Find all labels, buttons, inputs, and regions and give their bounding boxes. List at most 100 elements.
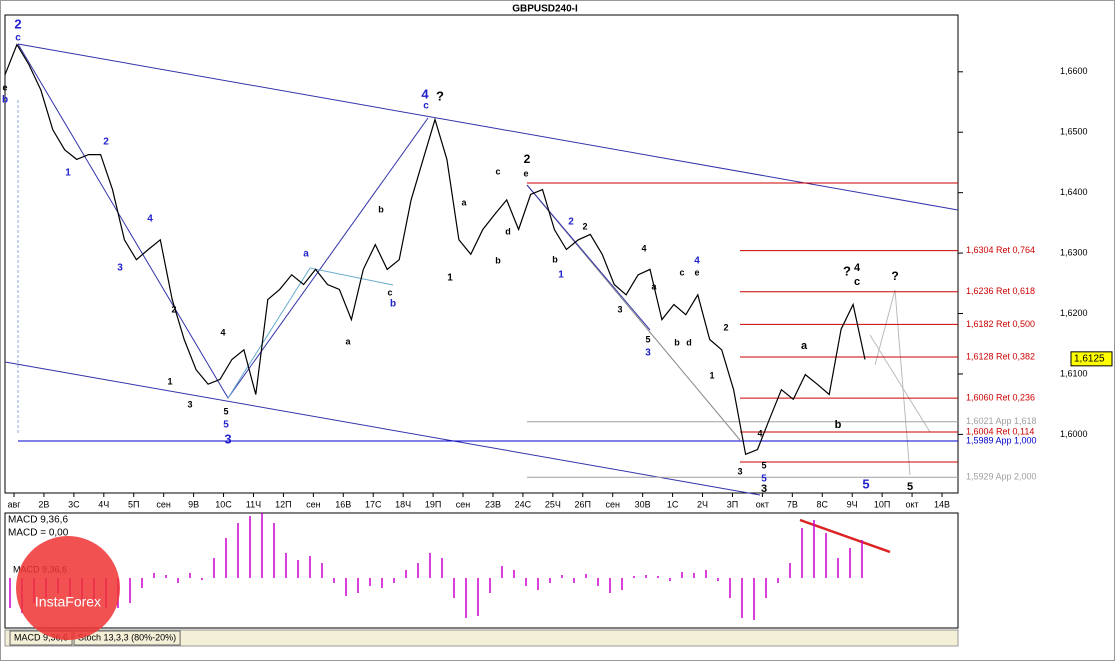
wave-label: 4	[694, 256, 700, 267]
x-tick-label: 2В	[38, 499, 49, 509]
wave-label: b	[2, 95, 8, 106]
projection-line	[874, 289, 911, 476]
x-tick-label: 2Ч	[697, 499, 708, 509]
wave-label: 2	[14, 16, 21, 31]
wave-label: 3	[645, 348, 651, 359]
wave-label: 4	[854, 262, 861, 274]
wave-label: 1	[167, 376, 172, 386]
y-tick-label: 1,6200	[1060, 308, 1088, 318]
wave-label: 5	[761, 460, 766, 470]
wave-label: b	[378, 204, 384, 214]
x-tick-label: 3С	[68, 499, 80, 509]
wave-label: c	[854, 276, 860, 288]
wave-label: b	[835, 419, 842, 431]
divergence-line	[799, 518, 891, 554]
wave-label: a	[345, 336, 351, 346]
wave-label: c	[495, 166, 500, 176]
wave-line	[526, 184, 651, 331]
x-tick-label: 26П	[575, 499, 591, 509]
tab-bar	[4, 629, 959, 647]
y-tick-label: 1,6000	[1060, 429, 1088, 439]
x-tick-label: сен	[456, 499, 471, 509]
wave-label: 2	[524, 152, 531, 166]
wave-label: 5	[907, 481, 913, 493]
wave-label: 4	[147, 214, 153, 225]
level-label: 1,6236 Ret 0,618	[966, 286, 1035, 296]
wave-label: 1	[447, 273, 453, 284]
x-tick-label: 7В	[787, 499, 798, 509]
wave-label: 5	[862, 476, 869, 491]
x-tick-label: 25Ч	[545, 499, 561, 509]
level-label: 1,5929 App 2,000	[966, 472, 1037, 482]
x-tick-label: 16В	[335, 499, 351, 509]
x-tick-label: 23В	[485, 499, 501, 509]
wave-label: e	[523, 168, 528, 178]
x-tick-label: 5П	[128, 499, 139, 509]
y-tick-label: 1,6500	[1060, 127, 1088, 137]
x-tick-label: 3П	[727, 499, 738, 509]
x-tick-label: 17С	[365, 499, 382, 509]
wave-label: 3	[761, 483, 767, 495]
x-tick-label: 19П	[425, 499, 441, 509]
wave-label: b	[674, 337, 680, 347]
wave-label: 3	[224, 431, 231, 446]
wave-label: ?	[843, 263, 851, 278]
wave-label: 5	[223, 420, 229, 431]
indicator-tab[interactable]: Stoch 13,3,3 (80%-20%)	[78, 632, 176, 642]
wave-label: d	[686, 337, 692, 347]
watermark-text: InstaForex	[35, 594, 101, 610]
x-tick-label: 10С	[215, 499, 232, 509]
channel-lines	[4, 43, 959, 554]
x-tick-label: авг	[7, 499, 21, 509]
wave-label: c	[423, 101, 429, 112]
level-label: 1,6182 Ret 0,500	[966, 319, 1035, 329]
projection-line	[869, 334, 931, 433]
wave-label: ?	[436, 88, 444, 103]
wave-label: ?	[891, 269, 898, 283]
x-tick-label: окт	[905, 499, 918, 509]
x-tick-label: 9Ч	[847, 499, 858, 509]
y-tick-label: 1,6100	[1060, 368, 1088, 378]
price-tag-label: 1,6125	[1074, 353, 1105, 364]
wave-label: b	[390, 299, 396, 310]
wave-label: a	[303, 249, 309, 260]
price-tag	[1070, 351, 1113, 367]
macd-frame	[4, 512, 959, 629]
wave-label: 5	[223, 406, 228, 416]
wave-label: e	[2, 82, 7, 92]
wave-label: 3	[617, 304, 622, 314]
wave-label: 1	[709, 370, 714, 380]
channel-line	[17, 43, 959, 211]
wave-label: 1	[558, 270, 564, 281]
wave-label: d	[505, 226, 511, 236]
x-tick-label: 14В	[934, 499, 950, 509]
level-label: 1,6128 Ret 0,382	[966, 351, 1035, 361]
x-tick-label: 10П	[874, 499, 890, 509]
wave-label: 3	[187, 399, 192, 409]
x-tick-label: 24С	[515, 499, 532, 509]
x-tick-label: 4Ч	[98, 499, 109, 509]
wave-label: 2	[723, 322, 728, 332]
level-label: 1,5989 App 1,000	[966, 435, 1037, 445]
level-label: 1,6304 Ret 0,764	[966, 245, 1035, 255]
wave-label: c	[15, 33, 21, 44]
wave-label: 4	[641, 243, 646, 253]
wave-label: 4	[757, 428, 762, 438]
x-tick-label: сен	[306, 499, 321, 509]
x-tick-label: 8С	[817, 499, 829, 509]
x-tick-label: 12П	[275, 499, 291, 509]
wave-label: 4	[421, 86, 429, 101]
level-label: 1,6004 Ret 0,114	[966, 426, 1034, 436]
wave-label: e	[694, 267, 699, 277]
macd-title: MACD 9,36,6	[8, 515, 68, 526]
wave-label: 2	[568, 217, 574, 228]
y-tick-label: 1,6400	[1060, 187, 1088, 197]
indicator-tab[interactable]: MACD 9,36,6	[14, 632, 68, 642]
level-label: 1,6060 Ret 0,236	[966, 393, 1035, 403]
wave-label: b	[552, 254, 558, 264]
y-tick-label: 1,6300	[1060, 247, 1088, 257]
wave-label: c	[387, 287, 392, 297]
price-frame	[4, 14, 959, 494]
x-tick-label: 11Ч	[246, 499, 261, 509]
